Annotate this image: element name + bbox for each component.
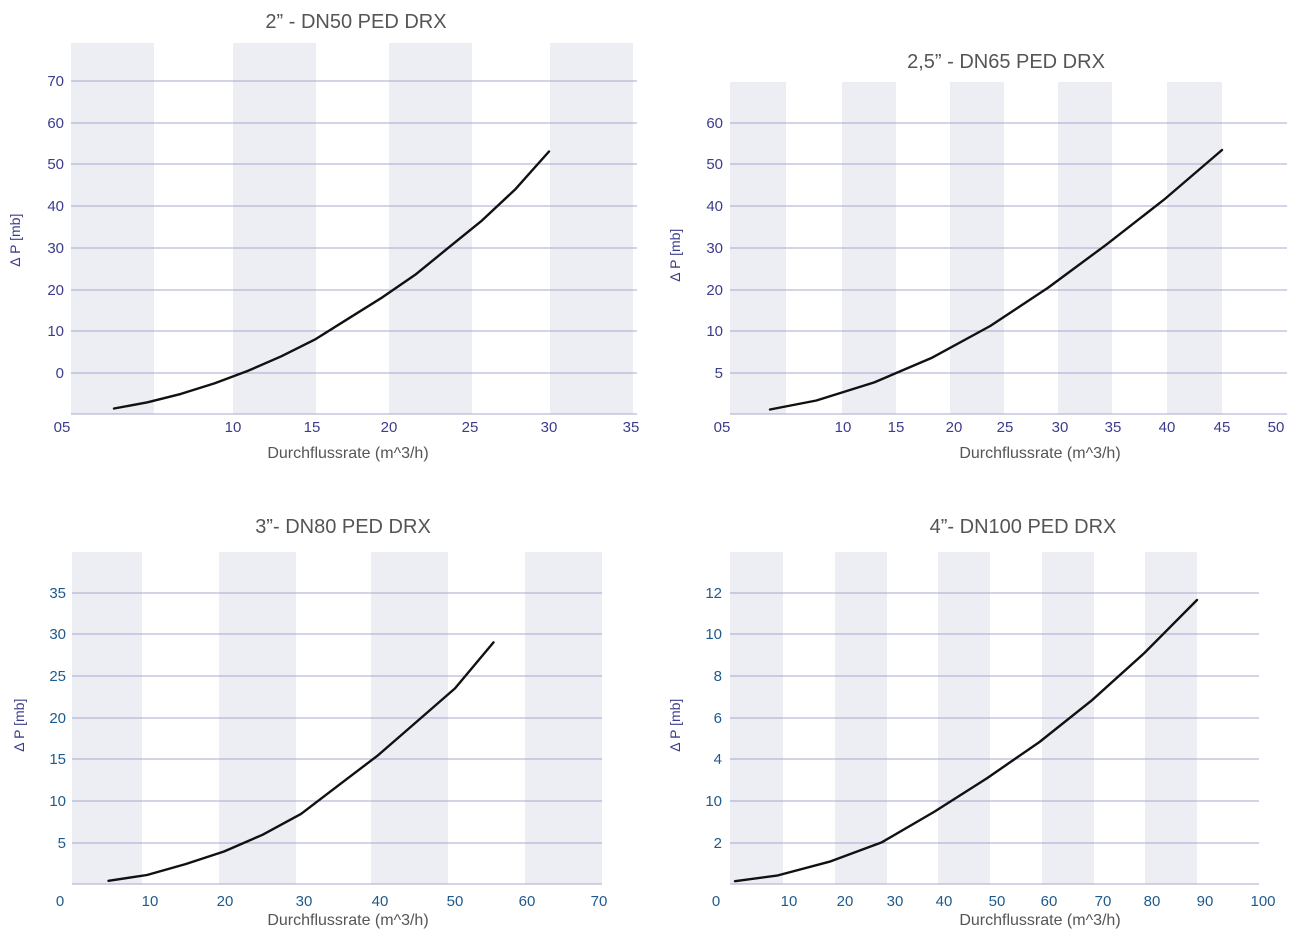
y-axis-label: ∆ P [mb] [7,214,23,267]
y-tick-label: 0 [56,365,64,382]
y-tick-label: 8 [714,668,722,685]
y-tick-label: 15 [49,751,66,768]
x-tick-label: 10 [142,893,159,910]
x-tick-label: 50 [1268,419,1285,436]
y-tick-label: 30 [49,626,66,643]
y-tick-label: 70 [47,73,64,90]
x-tick-label: 30 [541,419,558,436]
chart-panel-2: 5 10 20 30 40 50 60 05 10 15 20 25 30 35 40 45 50 2,5” - … [667,51,1287,462]
y-tick-label: 40 [706,198,723,215]
background-band [71,43,154,414]
y-tick-label: 2 [714,835,722,852]
x-tick-label: 40 [936,893,953,910]
x-tick-label: 05 [54,419,71,436]
y-tick-label: 30 [706,240,723,257]
y-tick-label: 25 [49,668,66,685]
x-tick-label: 25 [462,419,479,436]
x-tick-label: 100 [1250,893,1275,910]
series-line [112,150,551,410]
x-tick-label: 40 [1159,419,1176,436]
y-tick-label: 35 [49,585,66,602]
x-tick-label: 45 [1214,419,1231,436]
background-band [233,43,316,414]
x-tick-label: 10 [781,893,798,910]
y-tick-label: 30 [47,240,64,257]
x-tick-label: 90 [1197,893,1214,910]
y-tick-label: 20 [49,710,66,727]
x-tick-label: 20 [381,419,398,436]
y-axis-label: ∆ P [mb] [667,699,683,752]
x-tick-label: 70 [1095,893,1112,910]
x-tick-label: 80 [1144,893,1161,910]
x-tick-label: 60 [1041,893,1058,910]
chart-panel-1: 0 10 20 30 40 50 60 70 05 10 15 20 25 30 35 2” - DN50 P… [7,11,639,462]
series-line [733,598,1199,883]
y-tick-label: 60 [47,115,64,132]
x-tick-label: 70 [591,893,608,910]
x-tick-label: 05 [714,419,731,436]
y-tick-label: 10 [47,323,64,340]
y-tick-label: 20 [47,282,64,299]
background-band [550,43,633,414]
y-tick-label: 4 [714,751,722,768]
background-band [389,43,472,414]
x-tick-label: 30 [296,893,313,910]
x-tick-label: 15 [304,419,321,436]
x-tick-label: 15 [888,419,905,436]
x-tick-label: 50 [447,893,464,910]
chart-panel-4: 2 10 4 6 8 10 12 0 10 20 30 40 50 60 70 80 90 100 4”- DN10… [667,516,1276,929]
y-tick-label: 40 [47,198,64,215]
chart-panel-3: 5 10 15 20 25 30 35 0 10 20 30 40 50 60 70 3”- DN80 PED… [11,516,607,929]
x-axis-label: Durchflussrate (m^3/h) [959,912,1120,929]
x-axis-label: Durchflussrate (m^3/h) [959,445,1120,462]
x-tick-label: 10 [835,419,852,436]
y-tick-label: 5 [58,835,66,852]
x-tick-label: 20 [217,893,234,910]
x-tick-label: 20 [946,419,963,436]
series-line [768,148,1224,411]
x-tick-label: 30 [887,893,904,910]
x-axis-label: Durchflussrate (m^3/h) [267,445,428,462]
series-line [107,641,495,882]
y-tick-label: 60 [706,115,723,132]
y-tick-label: 10 [705,626,722,643]
x-tick-label: 40 [372,893,389,910]
x-tick-label: 0 [712,893,720,910]
chart-title: 3”- DN80 PED DRX [255,516,431,538]
y-tick-label: 5 [715,365,723,382]
y-tick-label: 12 [705,585,722,602]
y-axis-label: ∆ P [mb] [11,699,27,752]
x-tick-label: 60 [519,893,536,910]
x-tick-label: 50 [989,893,1006,910]
y-tick-label: 10 [706,323,723,340]
x-tick-label: 10 [225,419,242,436]
x-tick-label: 0 [56,893,64,910]
x-tick-label: 25 [997,419,1014,436]
y-tick-label: 10 [49,793,66,810]
y-tick-label: 10 [705,793,722,810]
chart-title: 2” - DN50 PED DRX [265,11,446,33]
x-tick-label: 35 [1105,419,1122,436]
chart-title: 2,5” - DN65 PED DRX [907,51,1105,73]
x-axis-label: Durchflussrate (m^3/h) [267,912,428,929]
y-tick-label: 6 [714,710,722,727]
x-tick-label: 30 [1052,419,1069,436]
y-tick-label: 50 [706,156,723,173]
y-tick-label: 50 [47,156,64,173]
x-tick-label: 35 [623,419,640,436]
y-axis-label: ∆ P [mb] [667,229,683,282]
chart-title: 4”- DN100 PED DRX [930,516,1117,538]
x-tick-label: 20 [837,893,854,910]
y-tick-label: 20 [706,282,723,299]
